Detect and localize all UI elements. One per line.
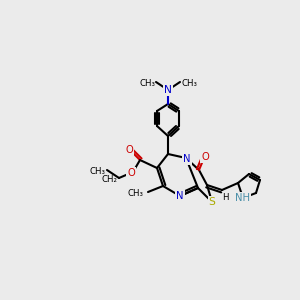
Text: CH₂: CH₂ bbox=[102, 175, 118, 184]
Text: O: O bbox=[201, 152, 209, 162]
Text: H: H bbox=[222, 193, 228, 202]
Text: CH₃: CH₃ bbox=[90, 167, 106, 176]
Text: CH₃: CH₃ bbox=[181, 79, 197, 88]
Text: N: N bbox=[164, 85, 172, 95]
Text: O: O bbox=[125, 145, 133, 155]
Text: O: O bbox=[127, 168, 135, 178]
Text: CH₃: CH₃ bbox=[139, 79, 155, 88]
Text: S: S bbox=[208, 197, 215, 207]
Text: NH: NH bbox=[236, 193, 250, 203]
Text: N: N bbox=[183, 154, 191, 164]
Text: N: N bbox=[176, 191, 184, 201]
Text: CH₃: CH₃ bbox=[127, 190, 143, 199]
